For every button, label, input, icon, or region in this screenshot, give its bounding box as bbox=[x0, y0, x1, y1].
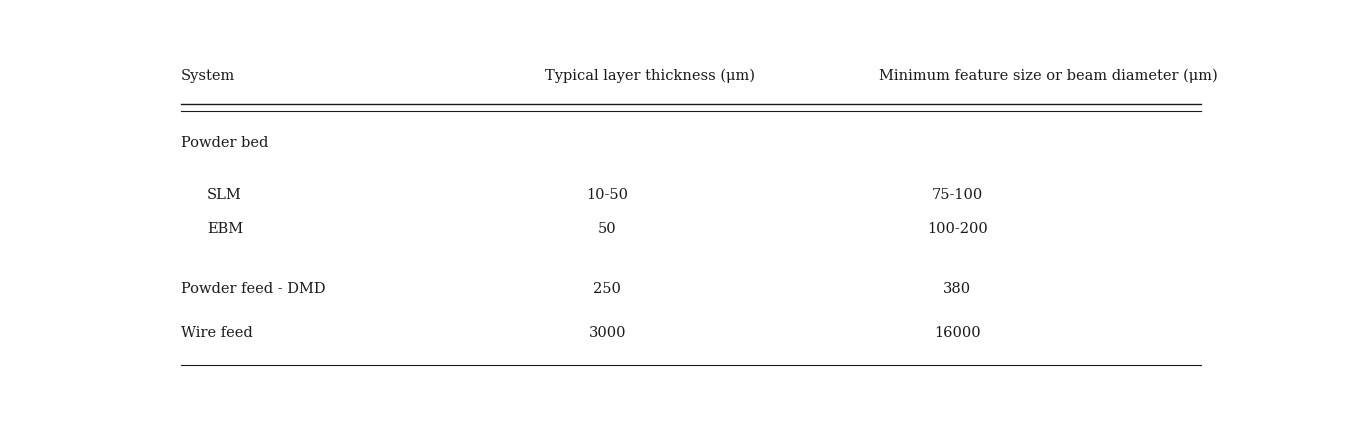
Text: Powder bed: Powder bed bbox=[181, 136, 268, 150]
Text: 50: 50 bbox=[599, 221, 616, 235]
Text: 10-50: 10-50 bbox=[586, 188, 628, 202]
Text: 16000: 16000 bbox=[934, 326, 980, 340]
Text: 250: 250 bbox=[593, 282, 621, 296]
Text: Wire feed: Wire feed bbox=[181, 326, 253, 340]
Text: Powder feed - DMD: Powder feed - DMD bbox=[181, 282, 326, 296]
Text: 100-200: 100-200 bbox=[927, 221, 988, 235]
Text: System: System bbox=[181, 68, 236, 82]
Text: Typical layer thickness (μm): Typical layer thickness (μm) bbox=[545, 68, 755, 82]
Text: SLM: SLM bbox=[208, 188, 241, 202]
Text: Minimum feature size or beam diameter (μm): Minimum feature size or beam diameter (μ… bbox=[879, 68, 1217, 82]
Text: EBM: EBM bbox=[208, 221, 243, 235]
Text: 3000: 3000 bbox=[589, 326, 625, 340]
Text: 75-100: 75-100 bbox=[931, 188, 983, 202]
Text: 380: 380 bbox=[944, 282, 972, 296]
